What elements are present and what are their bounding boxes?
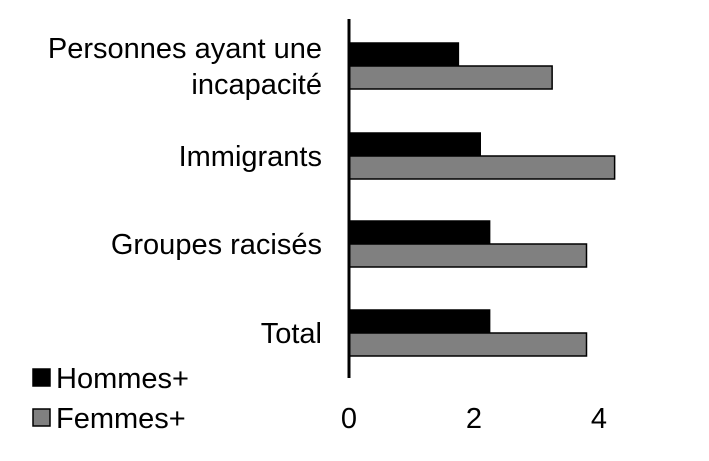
x-tick-label-2: 4 <box>591 403 607 435</box>
category-label-0-line-1: incapacité <box>191 69 322 101</box>
x-tick-label-1: 2 <box>466 403 482 435</box>
category-labels: Personnes ayant une incapacité Immigrants G… <box>48 33 322 350</box>
x-tick-label-0: 0 <box>341 403 357 435</box>
legend-label-hommes: Hommes+ <box>56 363 189 395</box>
legend-swatch-hommes <box>32 368 51 387</box>
legend-swatch-femmes <box>32 408 51 427</box>
legend-label-femmes: Femmes+ <box>56 403 186 435</box>
category-label-3: Total <box>261 318 322 350</box>
bar-hommes-0 <box>348 42 460 67</box>
category-label-1: Immigrants <box>179 141 322 173</box>
legend: Hommes+ Femmes+ <box>32 363 189 435</box>
x-tick-labels: 0 2 4 <box>341 403 607 435</box>
category-label-0-line-0: Personnes ayant une <box>48 33 322 65</box>
bar-femmes-2 <box>348 243 588 268</box>
bar-hommes-3 <box>348 309 491 334</box>
category-label-2: Groupes racisés <box>111 229 322 261</box>
bar-hommes-2 <box>348 220 491 245</box>
bar-femmes-1 <box>348 155 616 180</box>
bar-hommes-1 <box>348 132 481 157</box>
bar-femmes-3 <box>348 332 588 357</box>
bars-layer <box>348 42 616 357</box>
bar-femmes-0 <box>348 65 553 90</box>
